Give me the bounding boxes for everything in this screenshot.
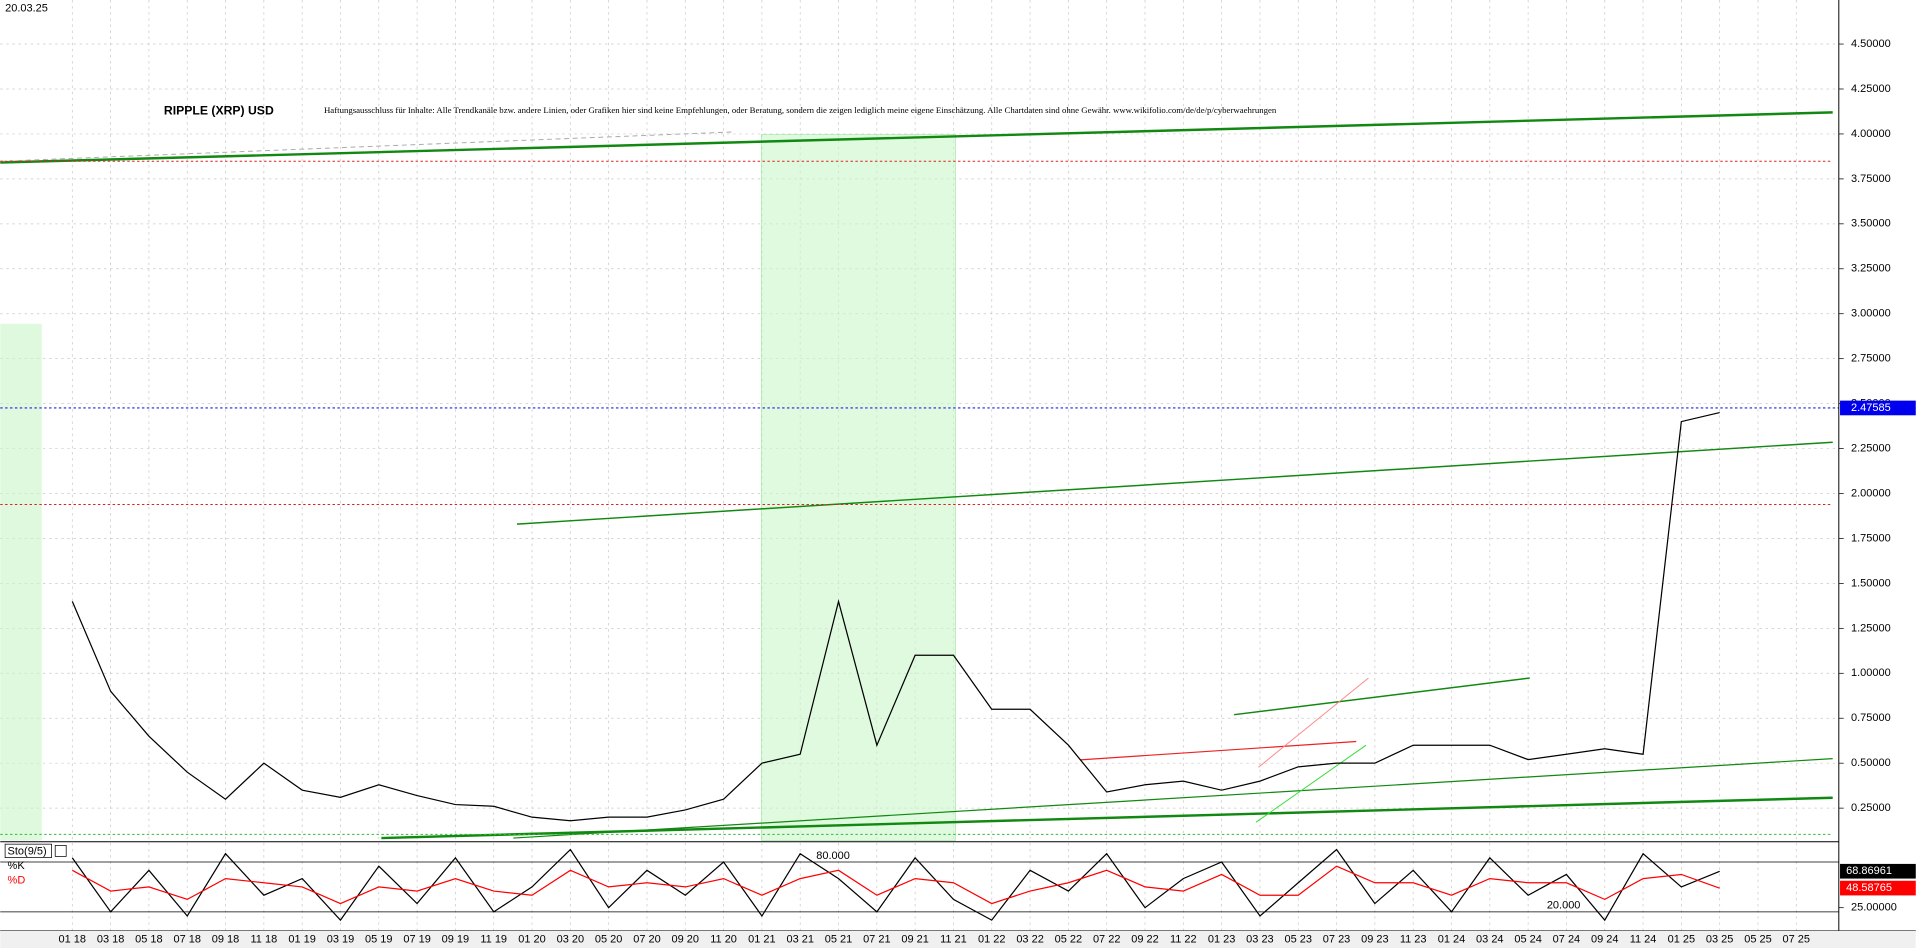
level-label: 20.000 <box>1547 900 1581 912</box>
x-tick-label: 05 19 <box>365 933 393 945</box>
y-tick-label: 4.25000 <box>1851 83 1891 95</box>
zone <box>760 134 956 841</box>
price-tag-label: 2.47585 <box>1851 402 1891 414</box>
x-tick-label: 07 23 <box>1323 933 1350 945</box>
x-tick-label: 07 22 <box>1093 933 1121 945</box>
x-tick-label: 09 18 <box>212 933 239 945</box>
y-tick-label: 2.75000 <box>1851 353 1891 365</box>
y-tick-label: 4.50000 <box>1851 38 1891 50</box>
price-line <box>71 411 1720 822</box>
trend-line <box>1255 744 1367 823</box>
stochastic-line <box>71 848 1720 922</box>
x-tick-label: 01 24 <box>1438 933 1465 945</box>
x-tick-label: 05 21 <box>825 933 853 945</box>
stochastic-line <box>72 865 1720 905</box>
y-tick-label: 2.00000 <box>1851 487 1891 499</box>
x-tick-label: 01 23 <box>1208 933 1236 945</box>
y-tick-label: 0.75000 <box>1851 712 1891 724</box>
x-tick-label: 03 25 <box>1706 933 1733 945</box>
chart-title: RIPPLE (XRP) USD <box>164 103 274 117</box>
x-tick-label: 09 23 <box>1361 933 1388 945</box>
y-tick-label: 1.50000 <box>1851 577 1891 589</box>
x-tick-label: 07 24 <box>1553 933 1580 945</box>
x-tick-label: 07 18 <box>173 933 201 945</box>
x-tick-label: 03 21 <box>786 933 814 945</box>
x-tick-label: 05 22 <box>1055 933 1083 945</box>
indicator-box <box>4 843 52 858</box>
x-tick-label: 09 20 <box>672 933 700 945</box>
y-tick-label: 1.25000 <box>1851 622 1891 634</box>
value-tag-label: 48.58765 <box>1846 882 1892 894</box>
x-tick-label: 05 20 <box>595 933 623 945</box>
y-tick-label: 25.00000 <box>1851 902 1897 914</box>
x-tick-label: 09 24 <box>1591 933 1618 945</box>
x-tick-label: 11 20 <box>710 933 737 945</box>
trend-line <box>0 111 1833 164</box>
x-tick-label: 01 18 <box>59 933 87 945</box>
x-tick-label: 09 22 <box>1131 933 1159 945</box>
x-axis-band <box>0 930 1916 948</box>
x-tick-label: 07 20 <box>633 933 661 945</box>
zone <box>0 323 42 841</box>
x-tick-label: 09 21 <box>901 933 929 945</box>
x-tick-label: 01 25 <box>1668 933 1695 945</box>
x-tick-label: 03 20 <box>557 933 585 945</box>
x-tick-label: 11 19 <box>480 933 507 945</box>
value-tag <box>1840 880 1916 896</box>
x-tick-label: 03 23 <box>1246 933 1273 945</box>
indicator-title: Sto(9/5) <box>8 845 47 857</box>
level-label: 80.000 <box>816 850 850 862</box>
y-tick-label: 2.25000 <box>1851 442 1891 454</box>
trend-line <box>1258 677 1369 768</box>
x-tick-label: 01 22 <box>978 933 1006 945</box>
x-tick-label: 07 25 <box>1783 933 1810 945</box>
y-tick-label: 3.75000 <box>1851 173 1891 185</box>
trend-line <box>513 758 1833 839</box>
x-tick-label: 05 25 <box>1744 933 1771 945</box>
trend-line <box>1234 677 1530 716</box>
x-tick-label: 03 24 <box>1476 933 1503 945</box>
y-tick-label: 0.50000 <box>1851 757 1891 769</box>
value-tag-label: 68.86961 <box>1846 865 1892 877</box>
y-tick-label: 3.25000 <box>1851 263 1891 275</box>
x-tick-label: 01 20 <box>518 933 546 945</box>
x-tick-label: 09 19 <box>442 933 470 945</box>
x-tick-label: 03 22 <box>1016 933 1044 945</box>
x-tick-label: 11 18 <box>251 933 278 945</box>
y-tick-label: 3.50000 <box>1851 218 1891 230</box>
price-tag <box>1840 400 1916 416</box>
x-tick-label: 11 23 <box>1400 933 1427 945</box>
y-tick-label: 1.00000 <box>1851 667 1891 679</box>
disclaimer: Haftungsausschluss für Inhalte: Alle Tre… <box>324 105 1277 115</box>
y-tick-label: 1.75000 <box>1851 532 1891 544</box>
trend-line <box>0 131 734 162</box>
y-tick-label: 3.00000 <box>1851 308 1891 320</box>
legend-label: %K <box>8 860 26 872</box>
x-tick-label: 11 22 <box>1170 933 1197 945</box>
legend-label: %D <box>8 875 26 887</box>
x-tick-label: 03 18 <box>97 933 124 945</box>
x-tick-label: 05 18 <box>135 933 163 945</box>
x-tick-label: 07 19 <box>403 933 431 945</box>
y-tick-label: 4.00000 <box>1851 128 1891 140</box>
marks <box>0 407 1839 922</box>
y-tick-label: 0.25000 <box>1851 802 1891 814</box>
trend-line <box>516 441 1833 525</box>
x-tick-label: 03 19 <box>327 933 355 945</box>
date: 20.03.25 <box>5 2 48 14</box>
value-tag <box>1840 863 1916 879</box>
x-tick-label: 01 19 <box>288 933 316 945</box>
x-tick-label: 05 23 <box>1285 933 1312 945</box>
trend-line <box>1080 740 1357 761</box>
x-tick-label: 01 21 <box>748 933 776 945</box>
expand-button[interactable] <box>54 845 67 857</box>
x-tick-label: 11 21 <box>940 933 967 945</box>
x-tick-label: 07 21 <box>863 933 891 945</box>
x-tick-label: 11 24 <box>1630 933 1657 945</box>
x-tick-label: 05 24 <box>1514 933 1541 945</box>
